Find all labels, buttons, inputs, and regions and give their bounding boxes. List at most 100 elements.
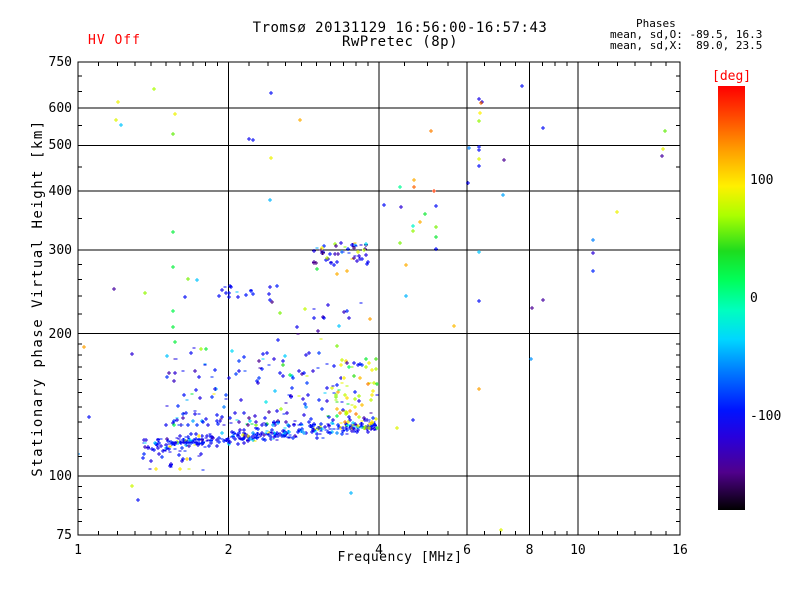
x-tick-label: 10 xyxy=(570,543,586,558)
scatter-point xyxy=(244,293,248,297)
scatter-point xyxy=(181,457,185,461)
scatter-point xyxy=(209,439,213,443)
scatter-point xyxy=(237,431,241,435)
scatter-point xyxy=(398,185,402,189)
scatter-point xyxy=(194,432,198,436)
scatter-point xyxy=(275,284,279,288)
scatter-point xyxy=(186,277,190,281)
scatter-point xyxy=(228,440,232,444)
scatter-point xyxy=(252,435,256,439)
scatter-point xyxy=(321,251,325,255)
scatter-point xyxy=(310,430,314,434)
scatter-point xyxy=(357,394,361,398)
scatter-point xyxy=(186,435,190,439)
scatter-point xyxy=(338,411,342,415)
scatter-point xyxy=(181,412,185,416)
scatter-point xyxy=(322,244,326,248)
scatter-point xyxy=(188,438,192,442)
scatter-point xyxy=(360,403,364,407)
scatter-point xyxy=(247,137,251,141)
scatter-point xyxy=(273,389,277,393)
scatter-point xyxy=(224,291,228,295)
scatter-point xyxy=(591,251,595,255)
scatter-point xyxy=(356,424,360,428)
scatter-point xyxy=(216,422,220,426)
scatter-point xyxy=(374,367,378,371)
phase-stats: Phases mean, sd,O: -89.5, 16.3 mean, sd,… xyxy=(610,18,762,51)
scatter-point xyxy=(663,129,667,133)
scatter-point xyxy=(241,437,245,441)
scatter-point xyxy=(261,352,265,356)
scatter-point xyxy=(195,278,199,282)
scatter-point xyxy=(276,338,280,342)
scatter-point xyxy=(477,148,481,152)
scatter-point xyxy=(360,363,364,367)
scatter-point xyxy=(332,263,336,267)
scatter-point xyxy=(304,353,308,357)
scatter-point xyxy=(373,424,377,428)
scatter-point xyxy=(249,289,253,293)
scatter-point xyxy=(364,242,368,246)
hv-status: HV Off xyxy=(88,33,141,48)
scatter-point xyxy=(257,376,261,380)
scatter-point xyxy=(290,386,294,390)
colorbar-unit-label: [deg] xyxy=(712,69,752,84)
scatter-point xyxy=(165,354,169,358)
scatter-point xyxy=(368,422,372,426)
scatter-point xyxy=(335,414,339,418)
scatter-point xyxy=(267,410,271,414)
scatter-point xyxy=(237,359,241,363)
scatter-point xyxy=(78,452,80,456)
scatter-point xyxy=(227,376,231,380)
scatter-point xyxy=(260,423,264,427)
scatter-point xyxy=(210,395,214,399)
scatter-point xyxy=(362,416,366,420)
scatter-point xyxy=(210,435,214,439)
scatter-point xyxy=(371,416,375,420)
scatter-point xyxy=(193,412,197,416)
scatter-point xyxy=(452,324,456,328)
scatter-point xyxy=(255,379,259,383)
scatter-point xyxy=(192,438,196,442)
scatter-point xyxy=(302,413,306,417)
colorbar-tick-label: 0 xyxy=(750,291,758,306)
scatter-point xyxy=(340,358,344,362)
scatter-point xyxy=(213,387,217,391)
scatter-point xyxy=(276,421,280,425)
scatter-point xyxy=(199,452,203,456)
scatter-point xyxy=(152,448,156,452)
scatter-point xyxy=(242,441,246,445)
axes xyxy=(77,61,681,536)
scatter-point xyxy=(356,428,360,432)
scatter-point xyxy=(322,316,326,320)
scatter-point xyxy=(231,435,235,439)
scatter-point xyxy=(343,420,347,424)
scatter-point xyxy=(429,129,433,133)
scatter-point xyxy=(165,375,169,379)
scatter-point xyxy=(283,354,287,358)
scatter-point xyxy=(342,310,346,314)
scatter-point xyxy=(287,430,291,434)
scatter-point xyxy=(251,431,255,435)
scatter-point xyxy=(434,247,438,251)
scatter-point xyxy=(371,389,375,393)
scatter-point xyxy=(177,453,181,457)
scatter-point xyxy=(143,291,147,295)
scatter-point xyxy=(154,467,158,471)
scatter-point xyxy=(478,111,482,115)
scatter-point xyxy=(160,455,164,459)
scatter-point xyxy=(370,368,374,372)
scatter-point xyxy=(367,361,371,365)
scatter-point xyxy=(185,457,189,461)
scatter-point xyxy=(201,441,205,445)
scatter-point xyxy=(171,309,175,313)
scatter-point xyxy=(432,189,436,193)
y-tick-label: 400 xyxy=(48,184,72,200)
scatter-point xyxy=(360,422,364,426)
scatter-point xyxy=(233,411,237,415)
scatter-point xyxy=(309,417,313,421)
scatter-point xyxy=(141,456,145,460)
scatter-point xyxy=(315,267,319,271)
scatter-point xyxy=(228,416,232,420)
